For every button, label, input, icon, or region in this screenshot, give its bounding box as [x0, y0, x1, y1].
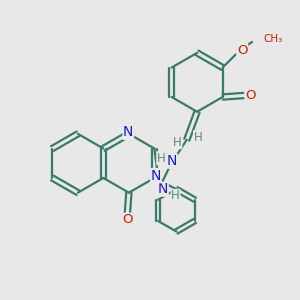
- Text: N: N: [123, 125, 134, 139]
- Text: N: N: [151, 169, 161, 183]
- Text: N: N: [158, 182, 168, 196]
- Text: O: O: [245, 89, 256, 102]
- Text: H: H: [173, 136, 182, 148]
- Text: CH₃: CH₃: [263, 34, 283, 44]
- Text: H: H: [194, 131, 202, 144]
- Text: O: O: [237, 44, 247, 57]
- Text: H: H: [171, 189, 180, 203]
- Text: O: O: [122, 213, 133, 226]
- Text: N: N: [167, 154, 177, 168]
- Text: H: H: [157, 152, 166, 165]
